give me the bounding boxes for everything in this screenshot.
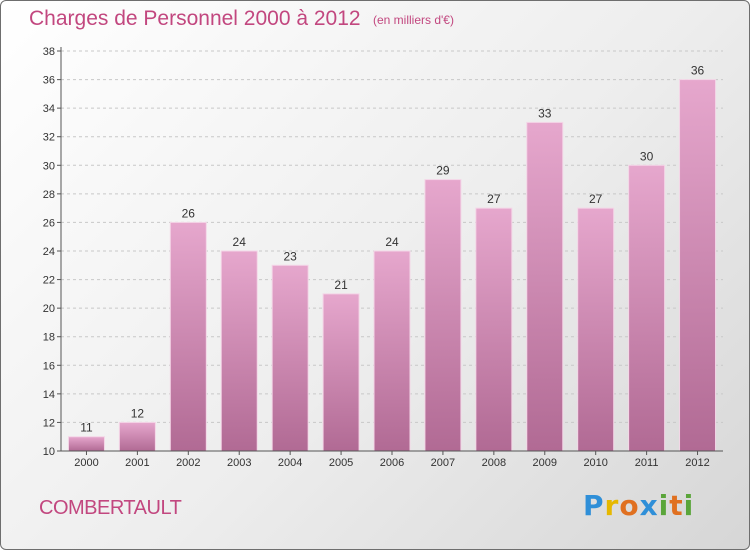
- x-tick-label: 2009: [533, 457, 557, 469]
- y-tick-label: 16: [43, 360, 55, 372]
- x-tick-label: 2003: [227, 457, 251, 469]
- y-tick-label: 26: [43, 217, 55, 229]
- y-tick-label: 12: [43, 417, 55, 429]
- axes: [57, 47, 723, 455]
- data-label: 24: [233, 235, 247, 249]
- bar: [526, 121, 564, 452]
- bar: [475, 207, 513, 452]
- logo-letter: x: [639, 489, 659, 522]
- data-label: 26: [182, 206, 196, 220]
- x-tick-label: 2004: [278, 457, 302, 469]
- data-label: 27: [487, 192, 501, 206]
- proxiti-logo[interactable]: Proxiti: [583, 489, 694, 522]
- y-tick-label: 14: [43, 389, 55, 401]
- bar: [220, 250, 258, 452]
- logo-letter: i: [683, 489, 695, 522]
- y-tick-label: 22: [43, 275, 55, 287]
- y-tick-label: 18: [43, 332, 55, 344]
- labels: 10 12 14 16 18 20 22 24 26 28 30 32 34 36 38 11 2000 12 20…: [43, 46, 710, 469]
- bars: [67, 79, 717, 452]
- x-tick-label: 2001: [125, 457, 149, 469]
- x-tick-label: 2006: [380, 457, 404, 469]
- commune-name: COMBERTAULT: [39, 497, 182, 519]
- x-tick-label: 2008: [482, 457, 506, 469]
- data-label: 29: [436, 164, 450, 178]
- bar: [424, 179, 462, 452]
- bar: [169, 221, 207, 452]
- bar: [628, 164, 666, 452]
- data-label: 24: [385, 235, 399, 249]
- y-tick-label: 10: [43, 446, 55, 458]
- bar: [577, 207, 615, 452]
- data-label: 36: [691, 64, 705, 78]
- data-label: 23: [283, 249, 297, 263]
- x-tick-label: 2007: [431, 457, 455, 469]
- y-tick-label: 32: [43, 132, 55, 144]
- y-tick-label: 20: [43, 303, 55, 315]
- y-tick-label: 34: [43, 103, 55, 115]
- data-label: 12: [131, 406, 145, 420]
- bar: [373, 250, 411, 452]
- logo-letter: o: [619, 489, 640, 522]
- y-tick-label: 28: [43, 189, 55, 201]
- logo-letter: r: [604, 489, 620, 522]
- bar: [679, 79, 717, 452]
- data-label: 21: [334, 278, 348, 292]
- chart-title: Charges de Personnel 2000 à 2012: [29, 7, 361, 30]
- logo-letter: t: [669, 489, 684, 522]
- bar: [118, 421, 156, 452]
- bar: [322, 293, 360, 452]
- y-tick-label: 24: [43, 246, 55, 258]
- x-tick-label: 2012: [685, 457, 709, 469]
- x-tick-label: 2010: [583, 457, 607, 469]
- bar: [271, 264, 309, 452]
- y-tick-label: 38: [43, 46, 55, 58]
- data-label: 11: [80, 421, 93, 435]
- x-tick-label: 2005: [329, 457, 353, 469]
- x-tick-label: 2002: [176, 457, 200, 469]
- y-tick-label: 36: [43, 75, 55, 87]
- chart-subtitle: (en milliers d'€): [373, 13, 454, 27]
- x-tick-label: 2011: [635, 457, 659, 469]
- logo-letter: P: [583, 489, 605, 522]
- data-label: 30: [640, 149, 654, 163]
- data-label: 33: [538, 106, 552, 120]
- y-tick-label: 30: [43, 160, 55, 172]
- logo-letter: i: [658, 489, 670, 522]
- x-tick-label: 2000: [74, 457, 98, 469]
- bar: [67, 436, 105, 452]
- data-label: 27: [589, 192, 603, 206]
